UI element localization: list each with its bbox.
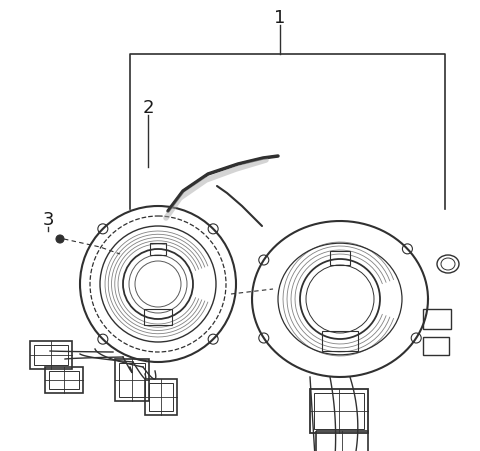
- Bar: [423, 337, 449, 355]
- Text: 1: 1: [274, 9, 286, 27]
- Circle shape: [56, 235, 64, 244]
- Bar: [149, 383, 173, 411]
- Bar: [45, 367, 83, 393]
- Bar: [423, 309, 451, 329]
- Bar: [145, 379, 177, 415]
- Bar: [34, 345, 68, 365]
- Bar: [330, 252, 350, 265]
- Bar: [144, 309, 172, 325]
- Text: 3: 3: [42, 211, 54, 229]
- Bar: [316, 431, 368, 451]
- Text: 2: 2: [142, 99, 154, 117]
- Bar: [49, 371, 79, 389]
- Bar: [310, 389, 368, 433]
- Bar: [119, 363, 145, 397]
- Bar: [30, 341, 72, 369]
- Bar: [150, 244, 166, 255]
- Bar: [115, 359, 149, 401]
- Bar: [322, 331, 358, 351]
- Bar: [314, 393, 364, 429]
